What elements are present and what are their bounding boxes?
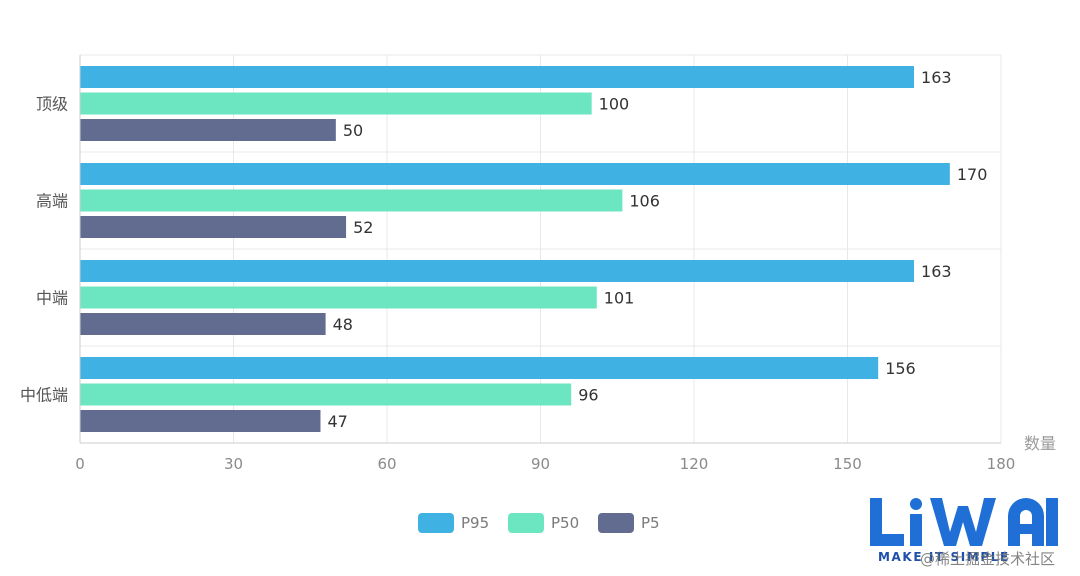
data-label: 48 bbox=[333, 315, 353, 334]
data-label: 47 bbox=[327, 412, 347, 431]
data-label: 156 bbox=[885, 359, 916, 378]
legend-swatch[interactable] bbox=[508, 513, 544, 533]
y-category-label: 中端 bbox=[36, 289, 68, 308]
data-label: 163 bbox=[921, 68, 952, 87]
x-axis-title: 数量 bbox=[1024, 434, 1056, 453]
x-tick-label: 90 bbox=[531, 455, 550, 473]
bar-p5[interactable] bbox=[80, 119, 336, 141]
bar-p50[interactable] bbox=[80, 92, 592, 115]
legend-label[interactable]: P95 bbox=[461, 514, 489, 532]
x-tick-label: 0 bbox=[75, 455, 85, 473]
legend-label[interactable]: P50 bbox=[551, 514, 579, 532]
bar-p95[interactable] bbox=[80, 66, 915, 88]
bar-p50[interactable] bbox=[80, 286, 597, 309]
watermark-text: @稀土掘金技术社区 bbox=[920, 550, 1056, 568]
x-tick-label: 120 bbox=[680, 455, 709, 473]
y-category-label: 顶级 bbox=[36, 95, 68, 114]
bar-p5[interactable] bbox=[80, 216, 347, 238]
bars bbox=[80, 66, 950, 432]
legend[interactable]: P95 P50 P5 bbox=[418, 513, 660, 533]
legend-label[interactable]: P5 bbox=[641, 514, 660, 532]
legend-swatch[interactable] bbox=[598, 513, 634, 533]
data-label: 50 bbox=[343, 121, 363, 140]
data-label: 170 bbox=[957, 165, 988, 184]
x-tick-label: 30 bbox=[224, 455, 243, 473]
liwa-logo-icon bbox=[870, 498, 1058, 546]
liwa-logo: MAKE IT SIMPLE bbox=[866, 496, 1062, 572]
x-tick-label: 60 bbox=[377, 455, 396, 473]
bar-p5[interactable] bbox=[80, 410, 321, 432]
data-label: 100 bbox=[599, 95, 630, 114]
data-labels: 163 100 50 170 106 52 163 101 48 156 96 47 bbox=[327, 68, 987, 431]
x-tick-label: 180 bbox=[987, 455, 1016, 473]
logo-tagline: MAKE IT SIMPLE bbox=[878, 550, 1010, 564]
bar-p50[interactable] bbox=[80, 383, 572, 406]
bar-p95[interactable] bbox=[80, 163, 950, 185]
bar-p5[interactable] bbox=[80, 313, 326, 335]
data-label: 101 bbox=[604, 289, 635, 308]
x-tick-label: 150 bbox=[833, 455, 862, 473]
data-label: 163 bbox=[921, 262, 952, 281]
data-label: 106 bbox=[629, 192, 660, 211]
y-category-label: 中低端 bbox=[20, 386, 68, 405]
bar-p95[interactable] bbox=[80, 357, 879, 379]
bar-p50[interactable] bbox=[80, 189, 623, 212]
data-label: 52 bbox=[353, 218, 373, 237]
y-category-label: 高端 bbox=[36, 192, 68, 211]
data-label: 96 bbox=[578, 386, 598, 405]
bar-p95[interactable] bbox=[80, 260, 915, 282]
legend-swatch[interactable] bbox=[418, 513, 454, 533]
